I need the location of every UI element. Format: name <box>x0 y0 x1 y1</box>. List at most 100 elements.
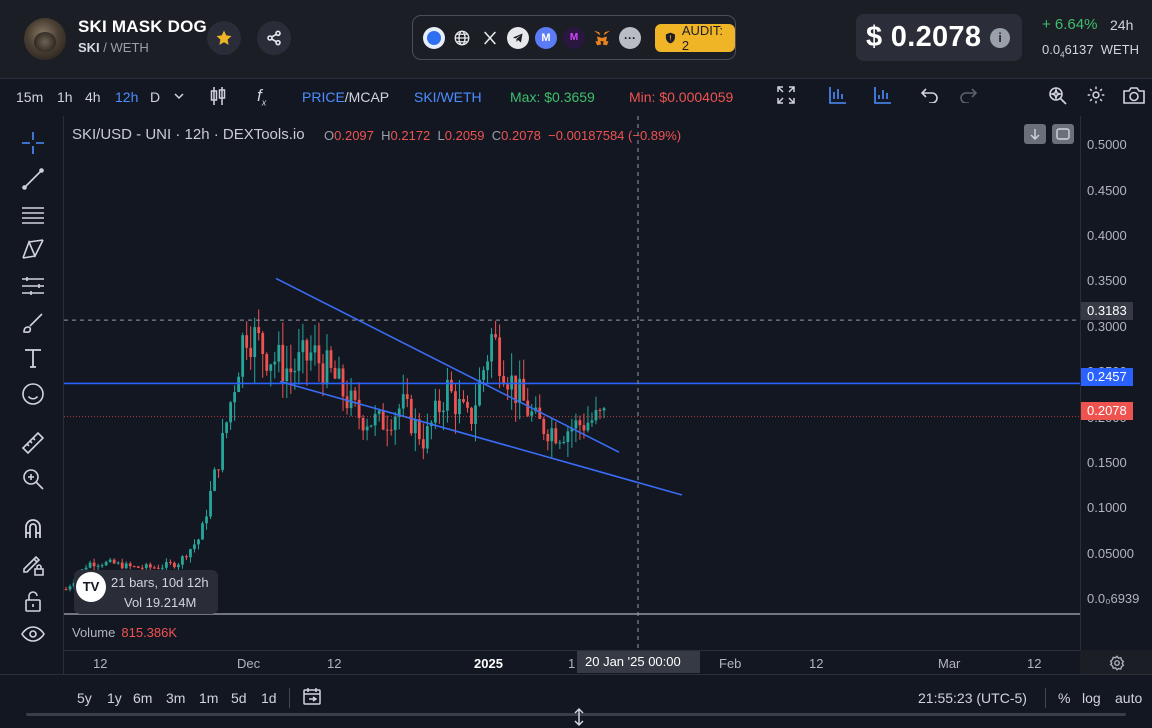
website-icon[interactable] <box>451 27 473 49</box>
price-toggle[interactable]: PRICE/MCAP <box>302 89 390 105</box>
chart-area[interactable] <box>64 116 1080 650</box>
axis-settings-icon[interactable] <box>1108 654 1126 672</box>
brush-icon <box>23 313 43 334</box>
magnet-icon <box>25 519 41 538</box>
range-1m[interactable]: 1m <box>199 690 219 706</box>
brush-tool[interactable] <box>20 310 46 336</box>
lock-tool[interactable] <box>20 588 46 614</box>
bars-chart-icon[interactable] <box>829 86 847 104</box>
date-range-icon[interactable] <box>302 686 322 706</box>
interval-12h[interactable]: 12h <box>115 89 139 105</box>
crosshair-date-label: 20 Jan '25 00:00 <box>577 651 700 673</box>
drawing-mode-tool[interactable] <box>20 551 46 577</box>
auto-toggle[interactable]: auto <box>1115 690 1143 706</box>
metamask-icon[interactable] <box>591 27 613 49</box>
range-1d[interactable]: 1d <box>261 690 277 706</box>
candles-icon[interactable] <box>209 86 227 106</box>
y-tick: 0.1500 <box>1087 455 1127 470</box>
range-6m[interactable]: 6m <box>133 690 153 706</box>
candle-body <box>458 399 461 415</box>
indicators-icon[interactable]: fx <box>257 86 267 108</box>
interval-4h[interactable]: 4h <box>85 89 101 105</box>
candle-body <box>100 565 104 567</box>
fullscreen-icon[interactable] <box>777 86 795 104</box>
shield-icon <box>665 32 675 43</box>
audit-badge[interactable]: AUDIT: 2 <box>655 23 736 53</box>
candle-body <box>454 391 457 415</box>
coinbase-icon[interactable] <box>423 26 445 49</box>
interval-d[interactable]: D <box>150 89 161 105</box>
range-5d[interactable]: 5d <box>231 690 247 706</box>
candle-body <box>562 441 566 443</box>
chevron-down-icon[interactable] <box>173 91 185 101</box>
candle-body <box>518 378 522 403</box>
range-3m[interactable]: 3m <box>166 690 186 706</box>
candle-body <box>526 400 530 416</box>
pair-toggle[interactable]: SKI/WETH <box>414 89 482 105</box>
candle-body <box>245 335 249 348</box>
interval-15m[interactable]: 15m <box>16 89 44 105</box>
candle-body <box>289 368 293 373</box>
pattern-tool[interactable] <box>20 237 46 263</box>
share-button[interactable] <box>257 21 291 55</box>
more-icon[interactable]: ··· <box>619 26 641 49</box>
range-1y[interactable]: 1y <box>107 690 122 706</box>
candle-body <box>510 375 514 390</box>
text-tool[interactable] <box>20 345 46 371</box>
candle-body <box>132 566 136 568</box>
candle-body <box>237 376 241 393</box>
time-axis[interactable] <box>64 650 1080 674</box>
indicator-chart-icon[interactable] <box>874 86 892 104</box>
ohlc-values: O0.2097 H0.2172 L0.2059 C0.2078 −0.00187… <box>324 128 682 143</box>
emoji-tool[interactable] <box>20 381 46 407</box>
candle-body <box>385 429 389 431</box>
candle-body <box>574 420 578 429</box>
tradingview-logo[interactable]: TV <box>76 572 106 602</box>
candle-body <box>598 409 602 411</box>
favorite-button[interactable] <box>207 21 241 55</box>
trendline-tool[interactable] <box>20 166 46 192</box>
y-tick: 0.4500 <box>1087 183 1127 198</box>
info-icon[interactable]: i <box>990 28 1010 48</box>
fib-tool[interactable] <box>20 202 46 228</box>
zoom-in-icon <box>23 469 44 490</box>
resize-handle-icon[interactable] <box>572 707 586 727</box>
candle-body <box>538 407 542 419</box>
prediction-tool[interactable] <box>20 273 46 299</box>
log-toggle[interactable]: log <box>1082 690 1101 706</box>
candle-body <box>353 390 357 400</box>
candle-body <box>413 419 417 434</box>
candle-body <box>293 370 297 373</box>
coinmarketcap-icon[interactable]: M <box>535 26 557 49</box>
x-icon[interactable] <box>479 27 501 49</box>
prediction-icon <box>22 277 44 295</box>
redo-icon[interactable] <box>959 87 977 103</box>
crosshair-tool[interactable] <box>20 130 46 156</box>
interval-1h[interactable]: 1h <box>57 89 73 105</box>
candle-body <box>217 469 220 471</box>
magnet-tool[interactable] <box>20 515 46 541</box>
candle-body <box>405 394 409 399</box>
undo-icon[interactable] <box>921 87 939 103</box>
percent-toggle[interactable]: % <box>1058 690 1071 706</box>
settings-icon[interactable] <box>1086 85 1106 105</box>
candle-body <box>433 400 437 423</box>
panel-resize-bar[interactable] <box>26 713 1126 716</box>
chart-options-button[interactable] <box>1052 124 1074 144</box>
telegram-icon[interactable] <box>507 26 529 49</box>
candle-body <box>96 565 100 567</box>
clock-time[interactable]: 21:55:23 (UTC-5) <box>918 690 1027 706</box>
zoom-tool[interactable] <box>20 466 46 492</box>
candle-body <box>221 433 224 470</box>
moonshot-icon[interactable]: M <box>563 26 585 49</box>
magic-search-icon[interactable] <box>1047 85 1067 105</box>
measure-tool[interactable] <box>20 430 46 456</box>
ruler-icon <box>21 431 45 455</box>
visibility-tool[interactable] <box>20 621 46 647</box>
candle-body <box>522 378 526 401</box>
candle-body <box>120 562 124 569</box>
camera-icon[interactable] <box>1123 86 1145 104</box>
scroll-down-button[interactable] <box>1024 124 1046 144</box>
candle-body <box>337 368 341 379</box>
range-5y[interactable]: 5y <box>77 690 92 706</box>
